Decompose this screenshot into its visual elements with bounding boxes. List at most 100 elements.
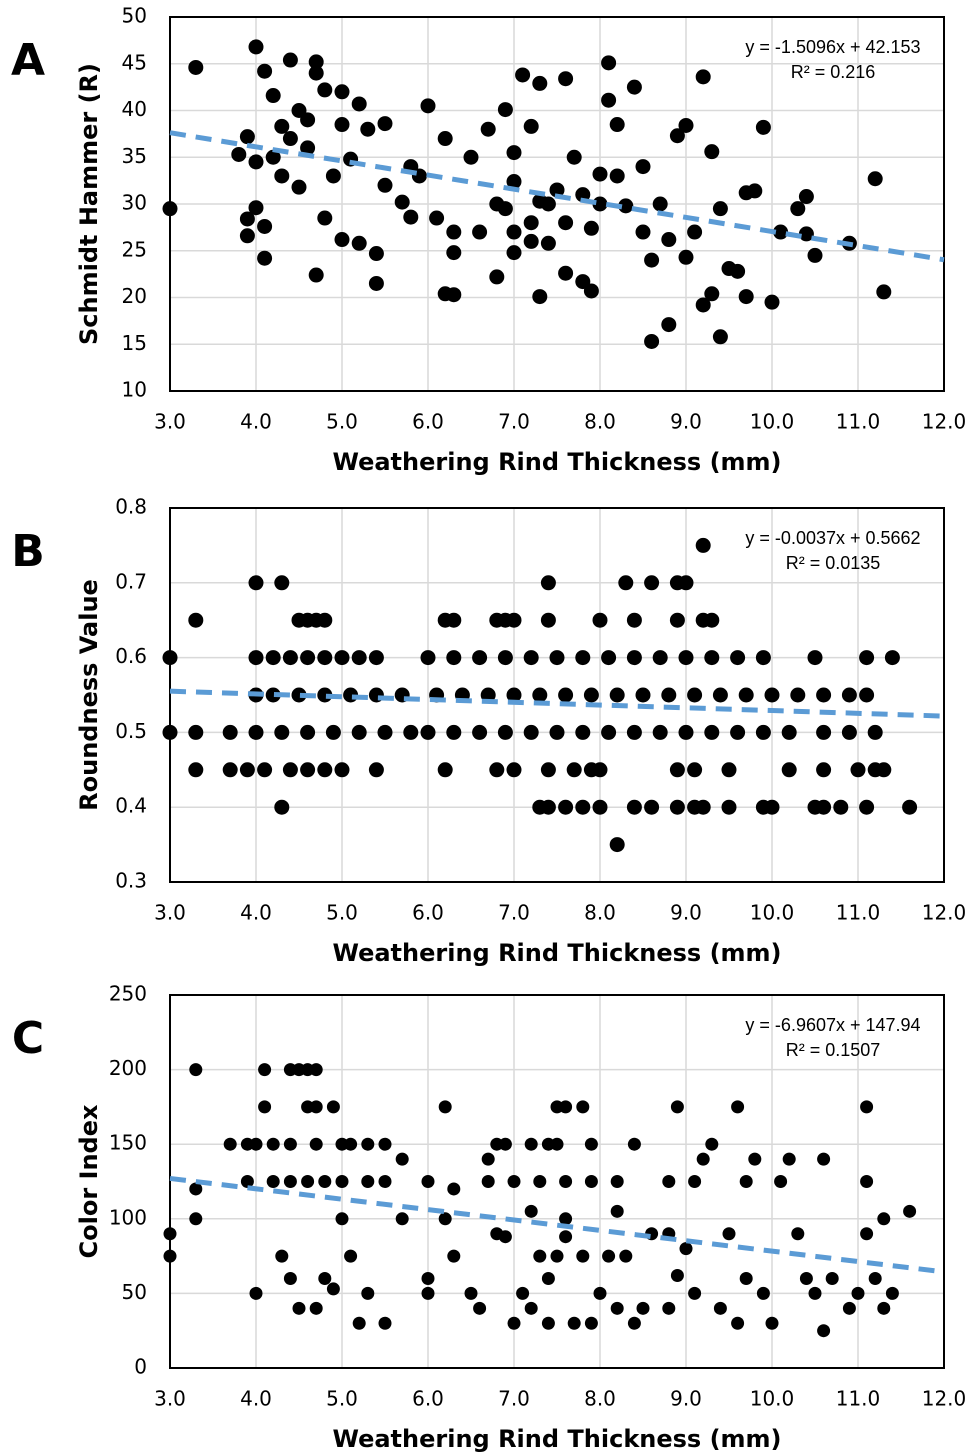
point	[808, 1286, 822, 1300]
point	[575, 187, 591, 203]
point	[601, 650, 617, 666]
y-tick-label: 200	[109, 1056, 147, 1080]
point	[540, 799, 556, 815]
point	[334, 650, 350, 666]
point	[687, 224, 703, 240]
point	[258, 1063, 272, 1077]
point	[817, 1324, 831, 1338]
point	[325, 724, 341, 740]
point	[325, 168, 341, 184]
point	[489, 269, 505, 285]
x-tick-label: 12.0	[922, 410, 967, 434]
point	[576, 1249, 590, 1263]
x-axis-label: Weathering Rind Thickness (mm)	[332, 1425, 781, 1453]
y-tick-label: 0	[134, 1355, 147, 1379]
point	[877, 1301, 891, 1315]
point	[317, 612, 333, 628]
point	[610, 1175, 624, 1188]
point	[507, 1175, 521, 1188]
point	[841, 687, 857, 703]
point	[592, 799, 608, 815]
point	[300, 112, 316, 128]
x-tick-label: 4.0	[240, 1387, 272, 1411]
x-tick-label: 11.0	[836, 901, 881, 925]
point	[378, 1316, 392, 1330]
point	[807, 247, 823, 263]
y-tick-label: 40	[122, 97, 147, 121]
point	[523, 650, 539, 666]
y-tick-label: 50	[122, 1280, 147, 1304]
point	[515, 67, 531, 83]
point	[739, 1175, 753, 1188]
y-tick-label: 0.5	[115, 719, 147, 743]
point	[592, 166, 608, 182]
x-tick-label: 11.0	[836, 410, 881, 434]
point	[463, 149, 479, 165]
point	[644, 799, 660, 815]
panel-label: C	[12, 1013, 44, 1064]
y-tick-label: 20	[122, 284, 147, 308]
point	[326, 1282, 340, 1296]
point	[644, 333, 660, 349]
point	[730, 650, 746, 666]
point	[523, 233, 539, 249]
point	[902, 799, 918, 815]
point	[731, 1100, 745, 1114]
point	[257, 762, 273, 778]
point	[850, 762, 866, 778]
point	[334, 84, 350, 100]
x-tick-label: 10.0	[750, 410, 795, 434]
point	[601, 55, 617, 71]
point	[618, 198, 634, 214]
point	[163, 1227, 177, 1241]
x-tick-label: 8.0	[584, 901, 616, 925]
x-tick-label: 4.0	[240, 410, 272, 434]
point	[532, 289, 548, 305]
point	[559, 1230, 573, 1244]
point	[248, 724, 264, 740]
point	[489, 196, 505, 212]
point	[472, 224, 488, 240]
point	[506, 245, 522, 261]
point	[188, 612, 204, 628]
x-tick-label: 8.0	[584, 410, 616, 434]
point	[481, 1152, 495, 1166]
point	[583, 220, 599, 236]
point	[626, 799, 642, 815]
point	[644, 252, 660, 268]
x-tick-label: 9.0	[670, 1387, 702, 1411]
y-axis-label: Roundness Value	[75, 579, 103, 811]
point	[842, 1301, 856, 1315]
x-tick-label: 9.0	[670, 410, 702, 434]
point	[446, 612, 462, 628]
point	[351, 650, 367, 666]
point	[833, 799, 849, 815]
point	[309, 1100, 323, 1114]
point	[679, 1242, 693, 1256]
point	[248, 575, 264, 591]
point	[163, 1249, 177, 1263]
point	[447, 1249, 461, 1263]
point	[618, 575, 634, 591]
point	[860, 1227, 874, 1241]
point	[652, 724, 668, 740]
point	[189, 1063, 203, 1077]
r-squared: R² = 0.0135	[786, 553, 881, 573]
point	[712, 687, 728, 703]
y-tick-label: 0.3	[115, 869, 147, 893]
point	[860, 1100, 874, 1114]
point	[602, 1249, 616, 1263]
point	[601, 724, 617, 740]
point	[799, 1271, 813, 1285]
point	[867, 171, 883, 187]
point	[678, 249, 694, 265]
point	[249, 1137, 263, 1151]
point	[506, 174, 522, 190]
point	[558, 71, 574, 87]
point	[497, 724, 513, 740]
point	[609, 117, 625, 133]
x-tick-label: 7.0	[498, 1387, 530, 1411]
point	[498, 1230, 512, 1244]
point	[368, 762, 384, 778]
point	[248, 200, 264, 216]
